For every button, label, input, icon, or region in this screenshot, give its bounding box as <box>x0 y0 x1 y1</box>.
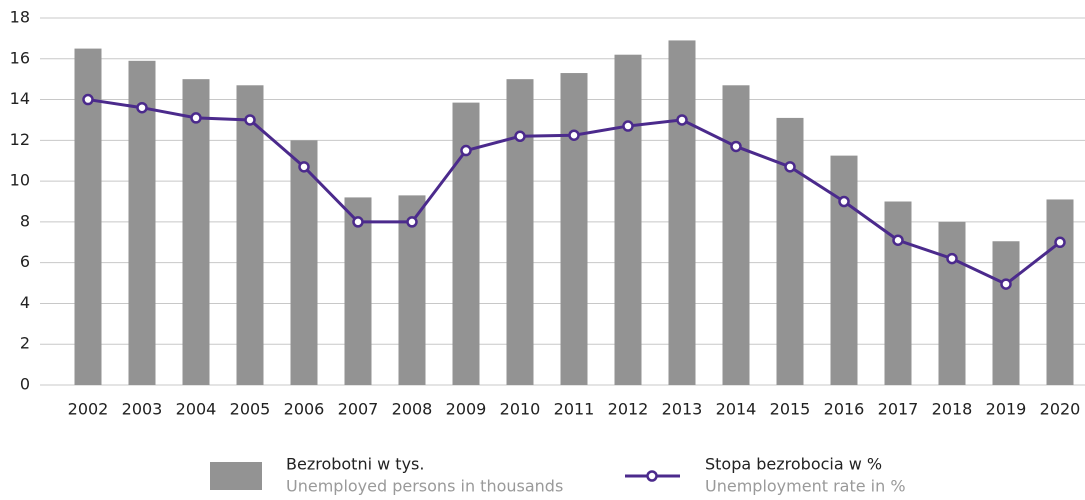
point <box>190 112 202 124</box>
x-tick-label: 2009 <box>446 400 487 419</box>
x-tick-label: 2008 <box>392 400 433 419</box>
point <box>784 161 796 173</box>
point <box>136 101 148 114</box>
point <box>1054 236 1066 249</box>
y-tick-label: 8 <box>20 211 30 230</box>
legend-label: Bezrobotni w tys. <box>286 455 424 474</box>
x-tick-label: 2019 <box>986 400 1027 419</box>
point <box>352 216 364 228</box>
y-tick-label: 18 <box>10 8 30 27</box>
x-tick-label: 2003 <box>122 400 163 419</box>
point <box>622 120 634 132</box>
x-tick-label: 2011 <box>554 400 595 419</box>
x-tick-label: 2013 <box>662 400 703 419</box>
bar <box>668 40 696 386</box>
x-tick-label: 2002 <box>68 400 109 419</box>
legend-label: Stopa bezrobocia w % <box>705 455 882 474</box>
legend-sublabel: Unemployment rate in % <box>705 477 906 496</box>
bar <box>884 201 912 385</box>
point <box>838 195 850 208</box>
x-tick-label: 2018 <box>932 400 973 419</box>
point <box>82 93 94 106</box>
point <box>1000 278 1012 290</box>
point <box>892 234 904 246</box>
point <box>568 129 580 141</box>
point <box>298 161 310 173</box>
x-tick-label: 2015 <box>770 400 811 419</box>
point <box>460 144 472 157</box>
bar <box>614 54 642 385</box>
x-tick-label: 2004 <box>176 400 217 419</box>
bar <box>722 85 750 386</box>
legend-marker <box>646 470 658 482</box>
bar <box>776 117 804 386</box>
legend-sublabel: Unemployed persons in thousands <box>286 477 563 496</box>
y-tick-label: 14 <box>10 89 30 108</box>
point <box>406 216 418 228</box>
y-tick-label: 2 <box>20 334 30 353</box>
legend-swatch <box>210 462 262 490</box>
x-tick-label: 2005 <box>230 400 271 419</box>
y-tick-label: 6 <box>20 252 30 271</box>
bar <box>236 85 264 386</box>
bar <box>506 79 534 386</box>
y-tick-label: 4 <box>20 293 30 312</box>
bar <box>290 140 318 385</box>
x-tick-label: 2016 <box>824 400 865 419</box>
x-tick-label: 2007 <box>338 400 379 419</box>
bar <box>182 79 210 386</box>
y-tick-label: 16 <box>10 48 30 67</box>
point <box>244 114 256 126</box>
bar <box>560 73 588 386</box>
bar <box>344 197 372 385</box>
x-tick-label: 2014 <box>716 400 757 419</box>
x-tick-label: 2010 <box>500 400 541 419</box>
x-tick-label: 2012 <box>608 400 649 419</box>
point <box>730 140 742 153</box>
bar <box>128 60 156 386</box>
y-tick-label: 12 <box>10 130 30 149</box>
point <box>514 130 526 143</box>
bar <box>992 241 1020 385</box>
x-tick-label: 2006 <box>284 400 325 419</box>
x-tick-label: 2020 <box>1040 400 1081 419</box>
x-tick-label: 2017 <box>878 400 919 419</box>
bar <box>1046 199 1074 385</box>
bar <box>938 221 966 385</box>
bar <box>830 155 858 385</box>
y-tick-label: 0 <box>20 375 30 394</box>
y-tick-label: 10 <box>10 171 30 190</box>
point <box>676 114 688 126</box>
point <box>946 252 958 265</box>
